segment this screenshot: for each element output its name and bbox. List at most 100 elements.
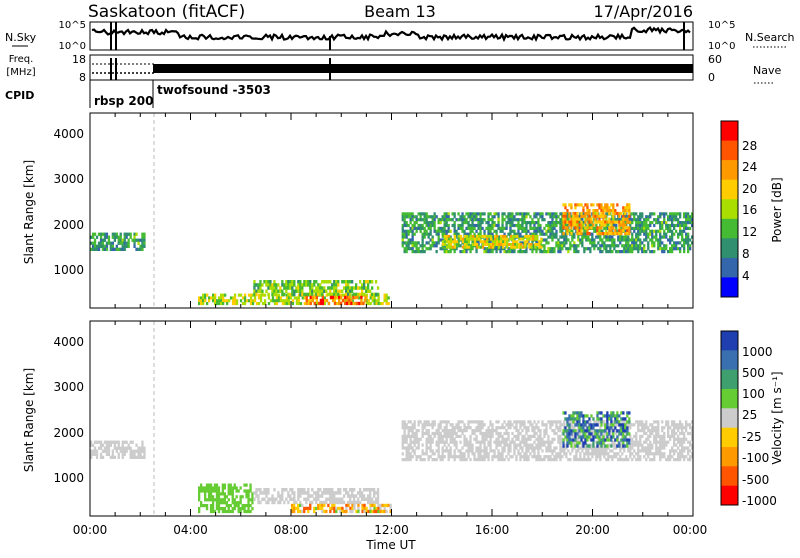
data-cell bbox=[604, 414, 607, 418]
data-cell bbox=[92, 235, 95, 239]
data-cell bbox=[497, 218, 500, 222]
data-cell bbox=[445, 431, 448, 436]
velocity-colorbar-band bbox=[721, 427, 738, 448]
data-cell bbox=[620, 232, 623, 236]
data-cell bbox=[637, 443, 640, 447]
data-cell bbox=[675, 244, 678, 248]
data-cell bbox=[487, 218, 490, 222]
velocity-ytick-label: 3000 bbox=[53, 380, 84, 394]
data-cell bbox=[639, 458, 642, 462]
data-cell bbox=[367, 497, 370, 501]
data-cell bbox=[135, 449, 138, 453]
data-cell bbox=[622, 223, 625, 227]
data-cell bbox=[237, 507, 240, 511]
data-cell bbox=[614, 420, 617, 424]
data-cell bbox=[461, 245, 465, 249]
data-cell bbox=[627, 247, 630, 251]
data-cell bbox=[490, 245, 493, 249]
data-cell bbox=[639, 449, 642, 453]
data-cell bbox=[231, 492, 234, 496]
data-cell bbox=[281, 491, 284, 495]
data-cell bbox=[507, 446, 510, 450]
data-cell bbox=[501, 434, 504, 438]
data-cell bbox=[671, 218, 674, 222]
data-cell bbox=[576, 432, 579, 436]
data-cell bbox=[443, 234, 447, 238]
data-cell bbox=[355, 494, 358, 498]
data-cell bbox=[208, 299, 211, 303]
data-cell bbox=[401, 235, 404, 239]
data-cell bbox=[447, 250, 450, 254]
data-cell bbox=[329, 500, 332, 505]
data-cell bbox=[477, 426, 480, 430]
data-cell bbox=[475, 446, 478, 450]
data-cell bbox=[507, 452, 510, 456]
data-cell bbox=[551, 215, 554, 219]
data-cell bbox=[555, 426, 558, 430]
data-cell bbox=[649, 423, 652, 427]
data-cell bbox=[570, 414, 573, 418]
data-cell bbox=[451, 245, 455, 249]
data-cell bbox=[495, 443, 498, 447]
data-cell bbox=[568, 414, 571, 418]
data-cell bbox=[629, 250, 632, 254]
data-cell bbox=[431, 458, 434, 462]
data-cell bbox=[643, 250, 646, 254]
data-cell bbox=[403, 440, 406, 444]
data-cell bbox=[637, 218, 640, 222]
data-cell bbox=[337, 292, 340, 297]
data-cell bbox=[217, 492, 221, 496]
data-cell bbox=[510, 245, 513, 249]
data-cell bbox=[137, 455, 140, 459]
data-cell bbox=[571, 229, 574, 233]
data-cell bbox=[411, 434, 414, 438]
data-cell bbox=[671, 431, 674, 436]
data-cell bbox=[487, 250, 490, 254]
data-cell bbox=[433, 241, 436, 245]
data-cell bbox=[411, 423, 414, 427]
data-cell bbox=[687, 431, 690, 436]
data-cell bbox=[675, 423, 678, 427]
data-cell bbox=[500, 237, 503, 241]
data-cell bbox=[433, 223, 436, 228]
data-cell bbox=[207, 492, 211, 496]
data-cell bbox=[655, 440, 658, 444]
data-cell bbox=[568, 223, 571, 227]
data-cell bbox=[479, 218, 482, 222]
data-cell bbox=[413, 440, 416, 444]
data-cell bbox=[405, 247, 408, 251]
data-cell bbox=[479, 443, 482, 447]
data-cell bbox=[526, 237, 529, 241]
data-cell bbox=[459, 452, 462, 456]
data-cell bbox=[607, 223, 610, 228]
data-cell bbox=[563, 446, 566, 450]
data-cell bbox=[531, 221, 534, 225]
data-cell bbox=[561, 212, 564, 216]
data-cell bbox=[549, 423, 552, 427]
data-cell bbox=[601, 238, 604, 242]
data-cell bbox=[535, 229, 538, 233]
data-cell bbox=[335, 280, 338, 284]
data-cell bbox=[113, 446, 116, 450]
data-cell bbox=[661, 426, 664, 430]
data-cell bbox=[492, 243, 495, 246]
data-cell bbox=[198, 495, 201, 499]
data-cell bbox=[628, 232, 631, 236]
data-cell bbox=[606, 209, 609, 213]
data-cell bbox=[143, 446, 146, 450]
data-cell bbox=[301, 286, 304, 290]
data-cell bbox=[291, 302, 295, 306]
data-cell bbox=[123, 238, 126, 242]
data-cell bbox=[681, 229, 684, 233]
data-cell bbox=[103, 446, 107, 450]
data-cell bbox=[479, 420, 482, 424]
data-cell bbox=[200, 489, 203, 493]
data-cell bbox=[305, 280, 308, 284]
data-cell bbox=[564, 435, 567, 439]
data-cell bbox=[659, 215, 662, 219]
data-cell bbox=[487, 232, 490, 236]
data-cell bbox=[101, 455, 105, 459]
data-cell bbox=[491, 232, 494, 236]
data-cell bbox=[127, 443, 130, 447]
data-cell bbox=[586, 223, 589, 227]
